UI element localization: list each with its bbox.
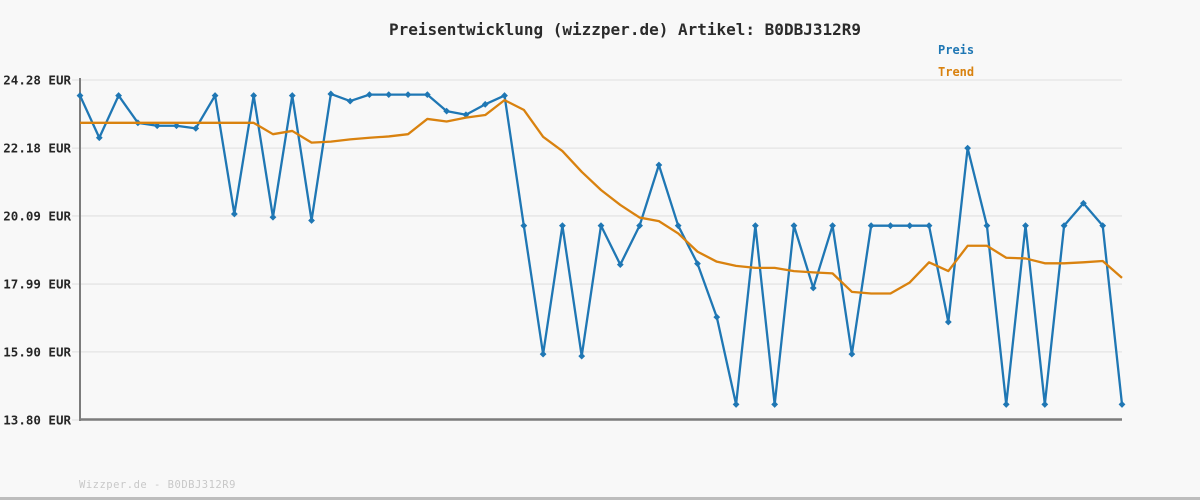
price-point-marker <box>616 261 624 268</box>
price-point-marker <box>925 222 933 230</box>
price-point-marker <box>1041 401 1049 408</box>
price-point-marker <box>771 401 779 408</box>
price-point-marker <box>1118 401 1126 408</box>
legend-item-trend: Trend <box>938 65 975 79</box>
price-point-marker <box>76 92 84 99</box>
price-point-marker <box>848 350 856 358</box>
price-point-marker <box>694 260 701 268</box>
price-point-marker <box>829 222 836 230</box>
price-point-marker <box>366 91 373 98</box>
price-point-marker <box>308 217 315 224</box>
price-point-marker <box>404 91 412 98</box>
price-point-marker <box>559 222 566 230</box>
price-point-marker <box>1060 222 1068 230</box>
price-point-marker <box>327 90 335 98</box>
price-point-marker <box>192 124 200 132</box>
price-point-marker <box>1099 222 1107 230</box>
price-point-marker <box>288 92 296 99</box>
price-point-marker <box>636 222 643 230</box>
price-point-marker <box>1022 222 1029 230</box>
price-point-marker <box>230 210 238 218</box>
y-tick-label: 13.80 EUR <box>3 413 71 428</box>
price-point-marker <box>867 222 875 230</box>
price-point-marker <box>713 313 721 321</box>
y-tick-label: 22.18 EUR <box>3 141 71 156</box>
chart-title: Preisentwicklung (wizzper.de) Artikel: B… <box>388 20 862 39</box>
bottom-edge-bar <box>0 497 1200 500</box>
price-point-marker <box>751 222 759 230</box>
y-tick-label: 24.28 EUR <box>3 73 71 88</box>
y-tick-label: 17.99 EUR <box>3 277 71 292</box>
price-point-marker <box>501 92 508 99</box>
price-point-marker <box>674 222 682 230</box>
y-tick-label: 15.90 EUR <box>3 344 71 359</box>
price-point-marker <box>578 352 586 360</box>
chart-legend: Preis Trend <box>938 39 974 83</box>
price-point-marker <box>1002 401 1010 408</box>
price-point-marker <box>655 161 663 169</box>
trend-line <box>80 98 1123 295</box>
price-point-marker <box>790 222 798 230</box>
footer-watermark: Wizzper.de - B0DBJ312R9 <box>79 479 236 491</box>
price-point-marker <box>597 222 605 230</box>
price-point-marker <box>944 318 952 326</box>
price-point-marker <box>95 134 103 142</box>
price-point-marker <box>115 92 122 99</box>
price-point-marker <box>887 222 894 230</box>
price-point-marker <box>423 91 431 98</box>
price-point-marker <box>385 91 393 98</box>
legend-item-preis: Preis <box>938 43 975 57</box>
price-point-marker <box>539 350 547 358</box>
price-point-marker <box>964 144 972 152</box>
price-point-marker <box>481 100 489 108</box>
price-point-marker <box>173 122 180 130</box>
price-point-marker <box>211 92 219 99</box>
price-point-marker <box>153 122 161 130</box>
price-point-marker <box>906 222 914 230</box>
price-point-marker <box>809 284 817 292</box>
price-point-marker <box>250 92 258 99</box>
price-point-marker <box>346 97 354 105</box>
price-point-marker <box>520 222 528 230</box>
price-point-marker <box>1080 199 1087 207</box>
price-point-marker <box>732 401 740 408</box>
price-point-marker <box>443 107 451 115</box>
y-tick-label: 20.09 EUR <box>3 208 71 223</box>
price-point-marker <box>269 213 277 221</box>
price-point-marker <box>983 222 991 230</box>
